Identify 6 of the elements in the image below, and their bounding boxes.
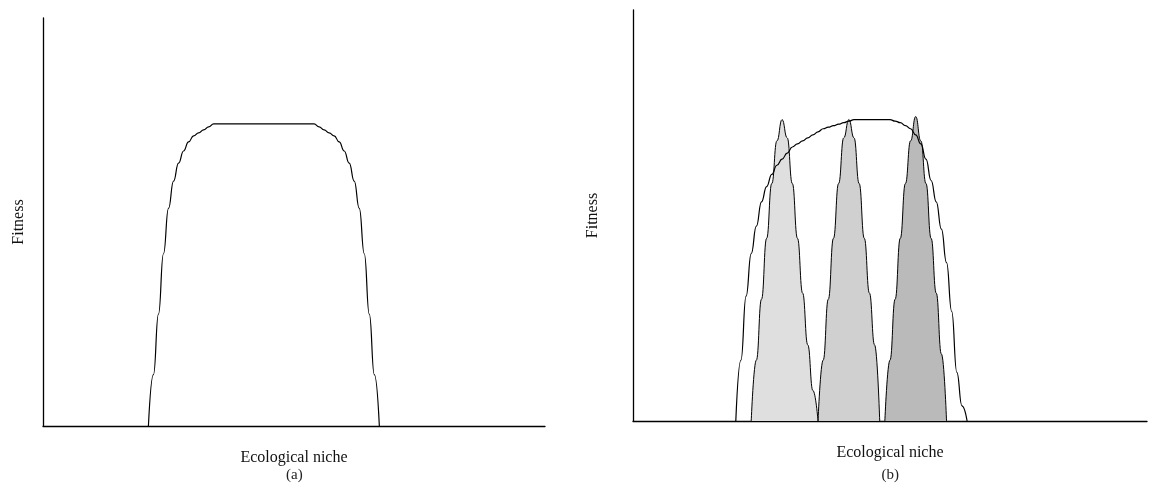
- text: (b): [881, 465, 899, 483]
- y-axis-title: Fitness: [8, 199, 26, 245]
- y-axis-title: Fitness: [582, 192, 600, 239]
- x-axis-title: Ecological niche: [240, 447, 348, 466]
- x-axis-title: Ecological niche: [836, 442, 944, 461]
- text: (a): [286, 465, 303, 483]
